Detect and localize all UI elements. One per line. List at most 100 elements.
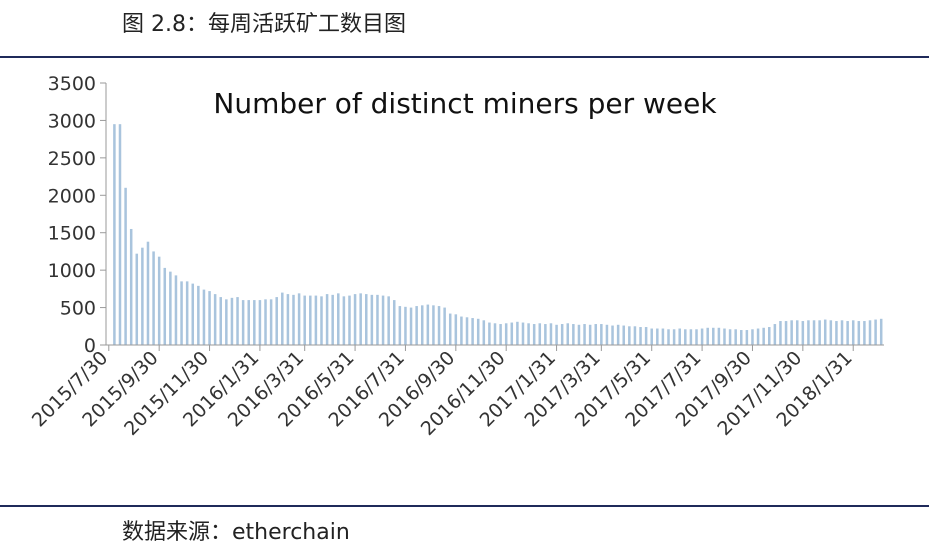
bar (639, 327, 642, 345)
y-tick-label: 500 (60, 298, 96, 320)
bar (353, 294, 357, 345)
bar (191, 283, 195, 345)
bar (728, 329, 732, 345)
bar (208, 291, 211, 345)
bar (795, 320, 799, 345)
top-rule (0, 56, 929, 58)
bar (823, 319, 827, 345)
bar (141, 247, 144, 345)
bar (829, 320, 833, 345)
bar (448, 313, 452, 345)
bar (594, 324, 598, 345)
bar (471, 318, 474, 345)
bar (253, 300, 256, 345)
bar (348, 295, 351, 345)
bar (163, 267, 167, 345)
bar (180, 281, 183, 345)
bar (247, 300, 250, 345)
bar (504, 323, 508, 345)
bar (454, 314, 458, 345)
bar (577, 324, 581, 345)
bar (241, 300, 245, 345)
data-source: 数据来源：etherchain (122, 520, 350, 545)
bar (516, 321, 519, 345)
bar (230, 297, 234, 345)
bar (628, 326, 631, 345)
bar (566, 323, 570, 345)
bar (482, 320, 486, 345)
bar (197, 285, 200, 345)
bar (784, 321, 788, 345)
bar (157, 256, 161, 345)
bar (314, 295, 318, 345)
bar (616, 324, 620, 345)
bar (706, 327, 709, 345)
bar (762, 327, 765, 345)
bar (851, 320, 855, 345)
bar (146, 241, 150, 345)
bar (745, 330, 749, 345)
y-tick-label: 1000 (48, 260, 96, 282)
bar (331, 294, 334, 345)
bar (258, 300, 262, 345)
bar (712, 327, 715, 345)
bar (297, 293, 301, 345)
bar (309, 295, 312, 345)
bar (644, 327, 648, 345)
y-tick-label: 2000 (48, 185, 96, 207)
bar (874, 319, 877, 345)
bar (818, 320, 821, 345)
bar (583, 324, 586, 345)
bar (219, 297, 222, 345)
bar (622, 325, 625, 345)
bar (118, 124, 122, 345)
bar (521, 322, 525, 345)
bar (387, 296, 390, 345)
bar (169, 271, 172, 345)
bar (113, 124, 116, 345)
bar (538, 323, 542, 345)
bar (225, 299, 228, 345)
bar (325, 294, 329, 345)
bar (370, 294, 374, 345)
bar (415, 306, 418, 345)
bar (717, 327, 721, 345)
bar (773, 324, 777, 345)
bar (695, 329, 698, 345)
bar (740, 330, 743, 345)
y-tick-label: 1500 (48, 223, 96, 245)
bar (600, 324, 603, 345)
bar (426, 304, 430, 345)
bar (264, 299, 267, 345)
bar (807, 320, 810, 345)
bar (460, 316, 463, 345)
bar (213, 294, 217, 345)
bar (549, 323, 553, 345)
bar (342, 296, 346, 345)
bar (292, 294, 295, 345)
bar (605, 324, 609, 345)
bottom-rule (0, 505, 929, 507)
bar (476, 318, 480, 345)
bar (404, 306, 407, 345)
y-tick-label: 3500 (48, 73, 96, 95)
bar (779, 321, 782, 345)
bar (801, 321, 805, 345)
y-tick-label: 3000 (48, 110, 96, 132)
bars (107, 124, 883, 345)
bar (572, 324, 575, 345)
bar (493, 323, 497, 345)
bar (174, 275, 178, 345)
bar (840, 320, 844, 345)
bar (611, 325, 614, 345)
bar (398, 306, 402, 345)
bar (124, 187, 127, 345)
bar (320, 296, 323, 345)
bar (656, 328, 659, 345)
bar (868, 320, 872, 345)
bar (756, 328, 760, 345)
bar (281, 292, 284, 345)
bar (723, 328, 726, 345)
bar (857, 321, 861, 345)
bar (152, 251, 155, 345)
